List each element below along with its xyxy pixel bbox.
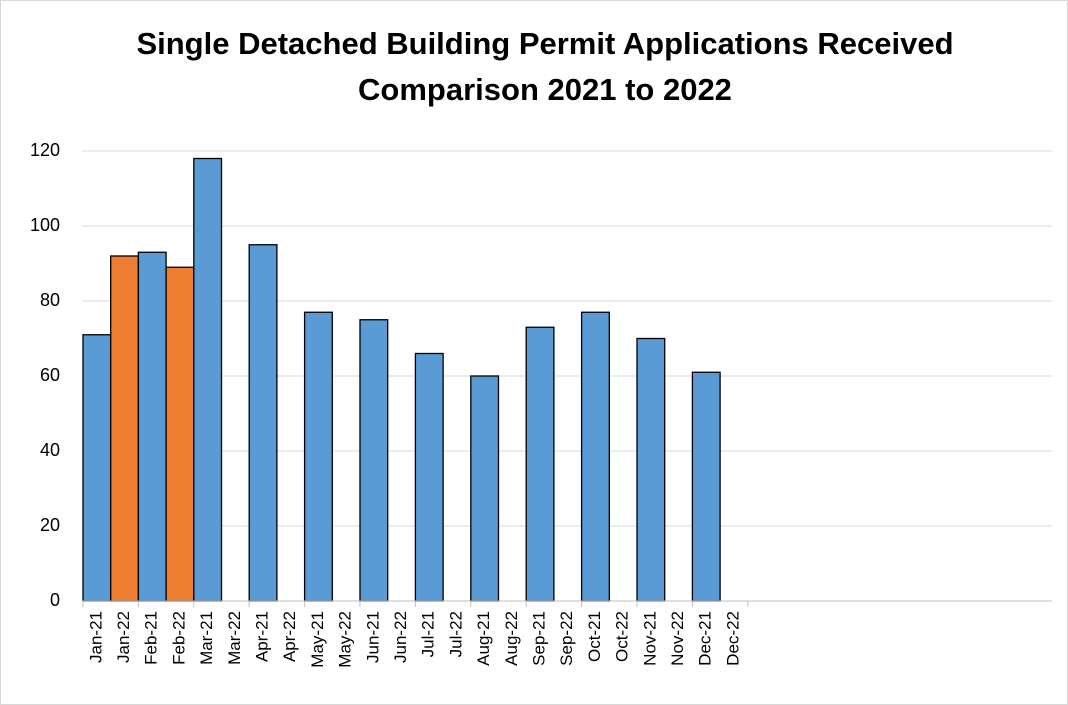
bar <box>165 266 195 602</box>
x-tick-label: Sep-21 <box>530 611 549 666</box>
y-tick-label: 20 <box>40 515 60 535</box>
bar <box>248 244 278 602</box>
x-tick-label: Apr-22 <box>280 611 299 662</box>
chart-title: Single Detached Building Permit Applicat… <box>136 26 953 61</box>
x-tick-label: Jul-22 <box>446 611 465 657</box>
y-tick-label: 120 <box>30 140 60 160</box>
bar <box>470 375 500 602</box>
bar <box>580 311 610 602</box>
bar <box>303 311 333 602</box>
bar <box>82 334 112 602</box>
x-tick-label: Dec-22 <box>723 611 742 666</box>
x-tick-label: Feb-22 <box>169 611 188 665</box>
bar <box>193 157 223 602</box>
x-tick-label: Oct-21 <box>585 611 604 662</box>
x-tick-label: May-21 <box>308 611 327 668</box>
x-tick-label: Jan-21 <box>86 611 105 663</box>
bar <box>414 352 444 602</box>
x-tick-label: Aug-21 <box>474 611 493 666</box>
bar <box>636 337 666 602</box>
bar <box>137 251 167 602</box>
x-tick-label: May-22 <box>336 611 355 668</box>
bar <box>525 326 555 602</box>
x-tick-label: Oct-22 <box>613 611 632 662</box>
x-tick-label: Jul-21 <box>419 611 438 657</box>
bar <box>691 371 721 602</box>
x-tick-label: Sep-22 <box>557 611 576 666</box>
x-tick-label: Aug-22 <box>502 611 521 666</box>
bar <box>110 255 140 602</box>
x-tick-label: Nov-21 <box>640 611 659 666</box>
x-tick-label: Dec-21 <box>696 611 715 666</box>
x-tick-label: Jan-22 <box>114 611 133 663</box>
x-tick-label: Feb-21 <box>142 611 161 665</box>
y-tick-label: 40 <box>40 440 60 460</box>
x-tick-label: Nov-22 <box>668 611 687 666</box>
x-tick-label: Jun-22 <box>391 611 410 663</box>
x-tick-label: Mar-21 <box>197 611 216 665</box>
y-tick-label: 60 <box>40 365 60 385</box>
x-tick-label: Jun-21 <box>363 611 382 663</box>
chart-title: Comparison 2021 to 2022 <box>358 72 732 107</box>
bar <box>359 319 389 602</box>
y-tick-label: 0 <box>50 590 60 610</box>
y-tick-label: 100 <box>30 215 60 235</box>
x-tick-label: Apr-21 <box>253 611 272 662</box>
y-tick-label: 80 <box>40 290 60 310</box>
x-tick-label: Mar-22 <box>225 611 244 665</box>
